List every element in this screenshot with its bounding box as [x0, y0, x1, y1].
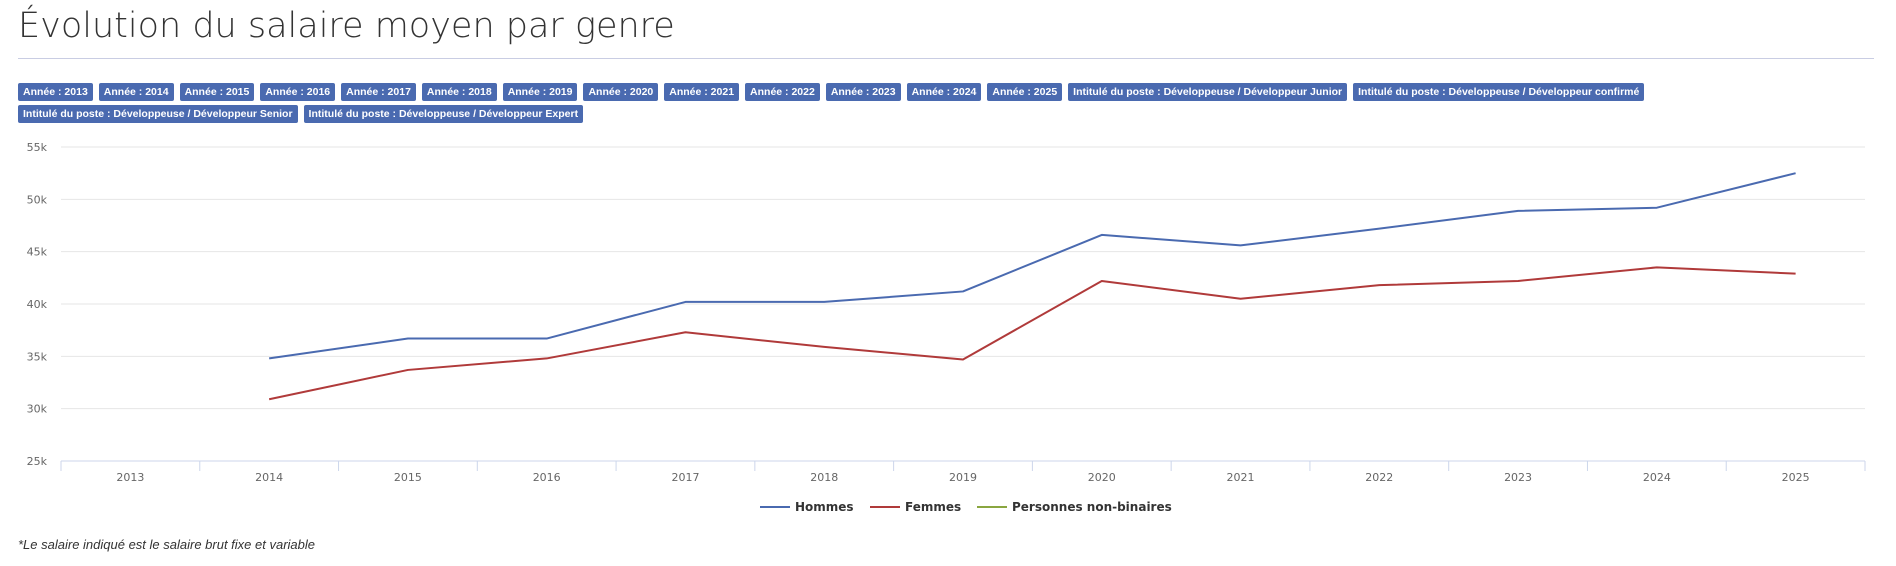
y-tick-label: 45k: [27, 246, 48, 259]
filter-tag[interactable]: Intitulé du poste : Développeuse / Dével…: [18, 105, 298, 123]
x-tick-label: 2019: [949, 471, 977, 484]
page-title: Évolution du salaire moyen par genre: [18, 6, 675, 46]
y-tick-label: 35k: [27, 350, 48, 363]
x-tick-label: 2015: [394, 471, 422, 484]
series-line-hommes: [269, 172, 1796, 360]
x-tick-label: 2022: [1365, 471, 1393, 484]
filter-tag[interactable]: Année : 2019: [502, 83, 578, 101]
x-tick-label: 2021: [1227, 471, 1255, 484]
y-tick-label: 40k: [27, 298, 48, 311]
x-tick-label: 2014: [255, 471, 283, 484]
filter-tag[interactable]: Année : 2023: [825, 83, 901, 101]
filter-tag[interactable]: Année : 2018: [421, 83, 497, 101]
filter-tag[interactable]: Intitulé du poste : Développeuse / Dével…: [1068, 83, 1348, 101]
y-tick-label: 30k: [27, 403, 48, 416]
filter-tag[interactable]: Année : 2021: [664, 83, 740, 101]
legend-item[interactable]: Personnes non-binaires: [1012, 500, 1172, 514]
filter-tag[interactable]: Intitulé du poste : Développeuse / Dével…: [1353, 83, 1645, 101]
filter-tag[interactable]: Année : 2016: [260, 83, 336, 101]
filter-tag[interactable]: Année : 2014: [98, 83, 174, 101]
filter-tag[interactable]: Année : 2017: [341, 83, 416, 101]
x-tick-label: 2013: [116, 471, 144, 484]
salary-line-chart: 25k 30k 35k 40k 45k 50k 55k 2013 2014 2015 2016 201…: [27, 141, 1866, 514]
x-tick-label: 2017: [671, 471, 699, 484]
x-tick-label: 2025: [1782, 471, 1810, 484]
y-tick-label: 55k: [27, 141, 48, 154]
filter-tags: Année : 2013 Année : 2014 Année : 2015 Anné…: [18, 83, 1878, 123]
x-tick-label: 2016: [533, 471, 561, 484]
series-line-femmes: [268, 266, 1796, 401]
legend-item[interactable]: Hommes: [795, 500, 854, 514]
filter-tag[interactable]: Intitulé du poste : Développeuse / Dével…: [303, 105, 584, 123]
filter-tag[interactable]: Année : 2015: [179, 83, 255, 101]
footnote: *Le salaire indiqué est le salaire brut …: [18, 537, 316, 552]
x-tick-label: 2024: [1643, 471, 1671, 484]
x-tick-label: 2018: [810, 471, 838, 484]
filter-tag[interactable]: Année : 2025: [987, 83, 1063, 101]
x-tick-label: 2020: [1088, 471, 1116, 484]
title-divider: [18, 58, 1874, 59]
filter-tag[interactable]: Année : 2020: [583, 83, 659, 101]
y-tick-label: 25k: [27, 455, 48, 468]
legend-item[interactable]: Femmes: [905, 500, 961, 514]
x-tick-label: 2023: [1504, 471, 1532, 484]
filter-tag[interactable]: Année : 2024: [906, 83, 982, 101]
filter-tag[interactable]: Année : 2022: [745, 83, 820, 101]
y-tick-label: 50k: [27, 193, 48, 206]
filter-tag[interactable]: Année : 2013: [18, 83, 93, 101]
